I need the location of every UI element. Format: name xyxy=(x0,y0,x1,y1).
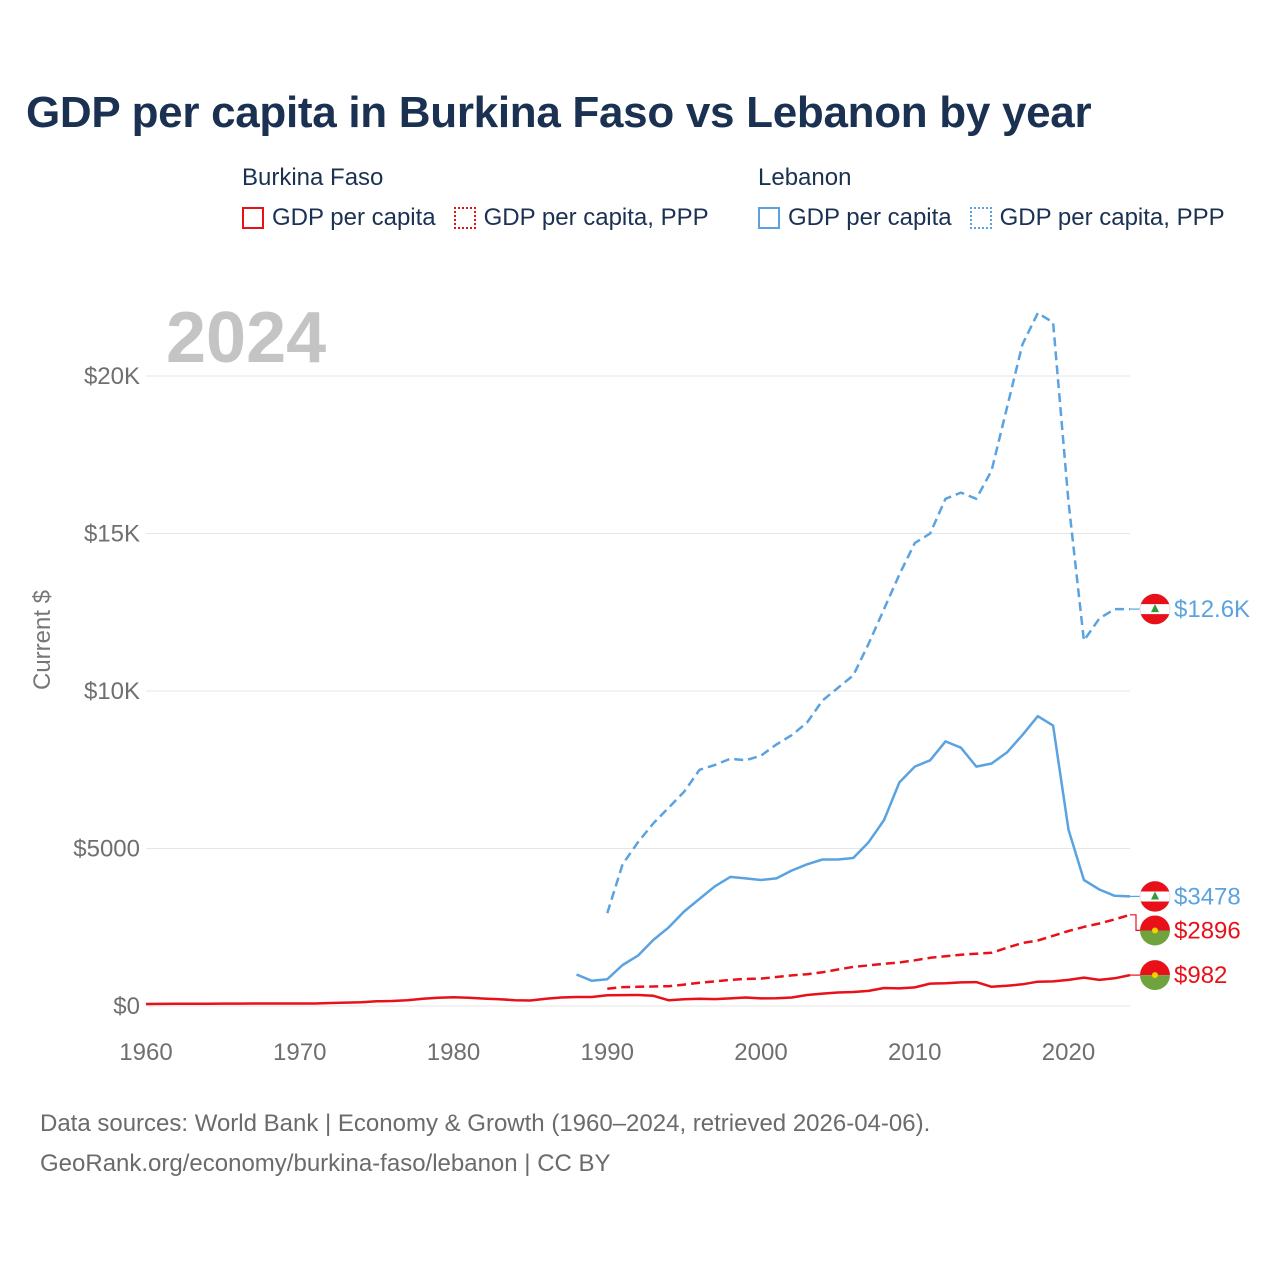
flag-band-top xyxy=(1140,960,1170,976)
x-tick-label: 2010 xyxy=(888,1039,941,1066)
y-tick-label: $10K xyxy=(84,678,140,705)
year-watermark: 2024 xyxy=(166,298,326,378)
y-tick-label: $0 xyxy=(113,993,140,1020)
x-tick-label: 1960 xyxy=(119,1039,172,1066)
footer: Data sources: World Bank | Economy & Gro… xyxy=(40,1104,930,1184)
series-line-lebanon-gdp-per-capita xyxy=(576,714,1131,983)
legend-swatch xyxy=(242,207,264,229)
end-value-label: $2896 xyxy=(1174,917,1241,944)
y-tick-label: $5000 xyxy=(73,836,140,863)
y-axis-label: Current $ xyxy=(29,590,56,690)
footer-sources: Data sources: World Bank | Economy & Gro… xyxy=(40,1110,931,1137)
burkina-faso-flag-icon xyxy=(1140,960,1170,991)
cedar-icon xyxy=(1151,891,1159,900)
x-tick-label: 2000 xyxy=(734,1039,787,1066)
x-tick-label: 1980 xyxy=(427,1039,480,1066)
flag-band-top xyxy=(1140,881,1170,892)
star-icon xyxy=(1152,927,1158,934)
flag-band-top xyxy=(1140,915,1170,931)
legend-swatch xyxy=(758,207,780,229)
flag-band-top xyxy=(1140,593,1170,605)
legend-label: GDP per capita, PPP xyxy=(999,204,1225,231)
footer-link[interactable]: GeoRank.org/economy/burkina-faso/lebanon… xyxy=(40,1150,611,1177)
flag-band-bottom xyxy=(1140,901,1170,912)
legend-group-name: Burkina Faso xyxy=(242,164,384,191)
legend-label: GDP per capita, PPP xyxy=(483,204,709,231)
lebanon-flag-icon xyxy=(1139,593,1171,625)
end-value-label: $12.6K xyxy=(1174,596,1250,623)
end-value-label: $3478 xyxy=(1174,883,1241,910)
legend-item-lebanon-gdp[interactable]: GDP per capita xyxy=(758,204,952,232)
end-value-label: $982 xyxy=(1174,962,1227,989)
legend-swatch xyxy=(453,207,476,229)
flag-band-bottom xyxy=(1140,930,1170,946)
legend-item-burkina-faso-gdp[interactable]: GDP per capita xyxy=(242,204,436,232)
legend-group-burkina-faso: Burkina Faso GDP per capita GDP per capi… xyxy=(242,162,727,232)
lebanon-flag-icon xyxy=(1139,880,1171,912)
x-tick-label: 1990 xyxy=(581,1039,634,1066)
legend-item-burkina-faso-gdp-ppp[interactable]: GDP per capita, PPP xyxy=(453,204,709,232)
legend-swatch xyxy=(969,207,992,229)
legend-label: GDP per capita xyxy=(788,204,952,231)
series-line-burkina-faso-gdp-per-capita-ppp xyxy=(607,913,1131,990)
y-tick-label: $20K xyxy=(84,363,140,390)
marker-leader xyxy=(1130,914,1141,932)
series-line-lebanon-gdp-per-capita-ppp xyxy=(606,311,1130,914)
y-tick-label: $15K xyxy=(84,521,140,548)
burkina-faso-flag-icon xyxy=(1140,915,1170,946)
legend-group-name: Lebanon xyxy=(758,164,852,191)
flag-band-bottom xyxy=(1140,975,1170,991)
legend-item-lebanon-gdp-ppp[interactable]: GDP per capita, PPP xyxy=(969,204,1225,232)
star-icon xyxy=(1152,972,1158,979)
flag-band-bottom xyxy=(1140,614,1170,625)
chart-title: GDP per capita in Burkina Faso vs Lebano… xyxy=(26,88,1092,137)
cedar-icon xyxy=(1151,604,1159,613)
x-tick-label: 1970 xyxy=(273,1039,326,1066)
legend-label: GDP per capita xyxy=(272,204,436,231)
x-tick-label: 2020 xyxy=(1042,1039,1095,1066)
series-line-burkina-faso-gdp-per-capita xyxy=(145,973,1131,1006)
legend-group-lebanon: Lebanon GDP per capita GDP per capita, P… xyxy=(758,162,1243,232)
